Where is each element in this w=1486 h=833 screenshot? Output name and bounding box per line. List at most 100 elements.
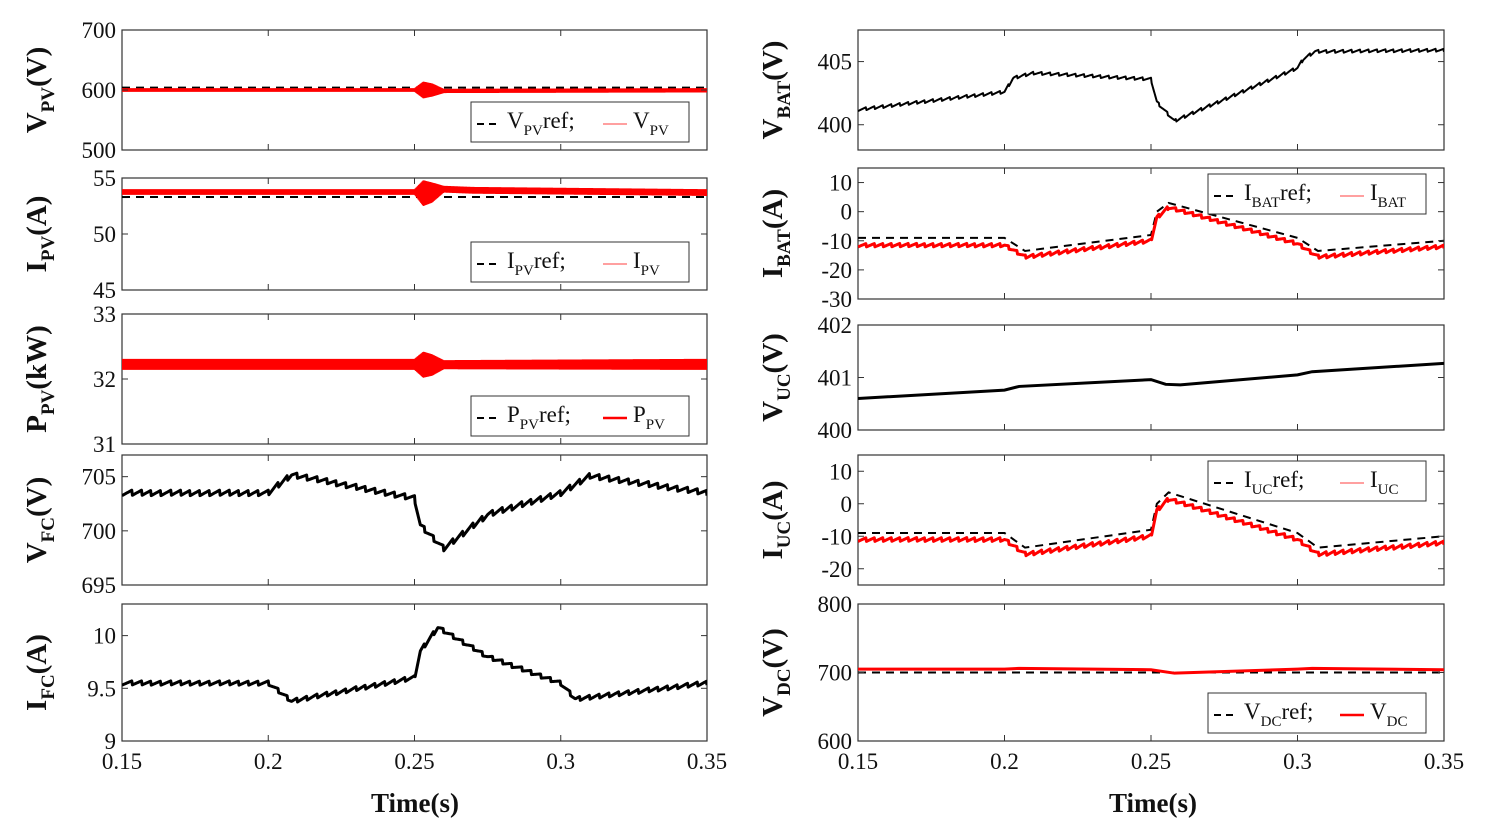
y-axis-label-vuc: VUC(V): [757, 333, 795, 422]
subplot-ifc: 9 9.5 10 0.15 0.2 0.25 0.3 0.35 IFC(A): [21, 603, 727, 774]
ytick-label-vdc: 600: [818, 729, 853, 754]
ytick-label-ppv: 32: [93, 367, 116, 392]
y-axis-label-ppv: PPV(kW): [21, 325, 59, 433]
legend-box: [470, 395, 690, 437]
xtick-label-ifc: 0.2: [254, 749, 283, 774]
legend-label: IBATref;: [1244, 180, 1312, 211]
ytick-label-vpv: 700: [82, 18, 117, 43]
plot-area-iuc: [858, 491, 1444, 558]
y-label-sub: BAT: [774, 229, 795, 267]
series-VFC: [122, 471, 707, 553]
y-label-unit: (A): [21, 634, 53, 674]
legend-label: IPVref;: [507, 248, 566, 279]
legend-iuc: IUCref; IUC: [1207, 460, 1427, 502]
ytick-label-ifc: 10: [93, 624, 116, 649]
legend-label: VDC: [1370, 699, 1407, 730]
y-label-unit: (A): [757, 480, 789, 520]
ytick-label-vuc: 402: [818, 313, 853, 338]
y-label-unit: (kW): [21, 325, 53, 389]
series-VDC: [858, 666, 1444, 675]
subplot-vpv: 500 600 700 VPV (V) VPVref; VPV: [21, 18, 708, 163]
ytick-label-ipv: 50: [93, 222, 116, 247]
ytick-label-vfc: 695: [82, 573, 117, 598]
y-axis-label-ipv: IPV(A): [21, 196, 59, 273]
xtick-label-ifc: 0.35: [687, 749, 727, 774]
plot-area-vuc: [858, 361, 1444, 400]
xtick-label-vdc: 0.25: [1131, 749, 1171, 774]
ytick-label-iuc: -20: [821, 557, 852, 582]
ytick-label-vdc: 800: [818, 592, 853, 617]
plot-area-ibat: [858, 201, 1444, 260]
y-axis-label-vfc: VFC(V): [21, 477, 59, 564]
plot-area-ipv: [122, 180, 707, 207]
ytick-label-vuc: 401: [818, 366, 853, 391]
ytick-label-vpv: 600: [82, 78, 117, 103]
y-label-sub: DC: [774, 668, 795, 695]
series-VBAT: [858, 47, 1444, 123]
plot-area-vbat: [858, 47, 1444, 123]
series-IPV: [122, 180, 707, 207]
axes-box-vbat: [857, 29, 1445, 151]
y-label-main: P: [21, 415, 53, 433]
y-label-sub: FC: [38, 674, 59, 699]
legend-vdc: VDCref; VDC: [1207, 692, 1427, 734]
ytick-label-vbat: 405: [818, 50, 853, 75]
ytick-label-ppv: 33: [93, 302, 116, 327]
series-IBATref: [858, 201, 1444, 253]
legend-ipv: IPVref; IPV: [470, 241, 690, 283]
series-VUC: [858, 361, 1444, 400]
y-label-main: I: [757, 548, 789, 559]
legend-label: VPVref;: [507, 108, 575, 139]
y-label-unit: (V): [757, 41, 789, 81]
ytick-label-vpv: 500: [82, 138, 117, 163]
xtick-label-vdc: 0.15: [838, 749, 878, 774]
legend-label: VPV: [633, 108, 669, 139]
plot-area-vfc: [122, 471, 707, 553]
legend-label: IBAT: [1370, 180, 1406, 211]
ytick-label-ifc: 9.5: [87, 676, 116, 701]
legend-label: VDCref;: [1244, 699, 1313, 730]
ytick-label-ipv: 55: [93, 166, 116, 191]
legend-vpv: VPVref; VPV: [470, 101, 690, 143]
y-label-sub: PV: [38, 236, 59, 262]
legend-label: PPVref;: [507, 402, 571, 433]
y-label-main: V: [757, 401, 789, 422]
subplot-vuc: 400 401 402 VUC(V): [757, 313, 1445, 443]
ytick-label-vuc: 400: [818, 418, 853, 443]
ytick-label-ibat: -30: [821, 287, 852, 312]
y-axis-label-vpv: VPV(V): [21, 47, 59, 134]
y-label-main: V: [21, 112, 53, 133]
series-IUC: [858, 496, 1444, 558]
xtick-label-ifc: 0.25: [394, 749, 434, 774]
x-axis-label-left: Time(s): [371, 788, 459, 818]
plot-area-vdc: [858, 666, 1444, 675]
xtick-label-ifc: 0.15: [102, 749, 142, 774]
ytick-label-iuc: 10: [829, 459, 852, 484]
legend-label: PPV: [633, 402, 665, 433]
legend-box: [1207, 692, 1427, 734]
y-label-main: V: [757, 118, 789, 139]
y-label-main: I: [21, 700, 53, 711]
subplot-vfc: 695 700 705 VFC(V): [21, 454, 708, 598]
series-IFC: [122, 626, 707, 704]
y-label-unit: (V): [21, 47, 53, 87]
legend-box: [470, 101, 690, 143]
plot-area-ifc: [122, 626, 707, 704]
y-label-sub: UC: [774, 521, 795, 548]
y-label-unit: (V): [757, 333, 789, 373]
y-label-main: I: [21, 261, 53, 272]
series-IUCref: [858, 491, 1444, 549]
y-label-sub: UC: [774, 373, 795, 400]
y-axis-label-ibat: IBAT(A): [757, 189, 795, 278]
legend-box: [1207, 173, 1427, 215]
ytick-label-vfc: 705: [82, 465, 117, 490]
y-label-main: I: [757, 267, 789, 278]
legend-box: [470, 241, 690, 283]
y-label-unit: (A): [757, 189, 789, 229]
y-axis-label-vbat: VBAT(V): [757, 41, 795, 140]
y-axis-label-iuc: IUC(A): [757, 480, 795, 559]
legend-label: IUCref;: [1244, 467, 1304, 498]
